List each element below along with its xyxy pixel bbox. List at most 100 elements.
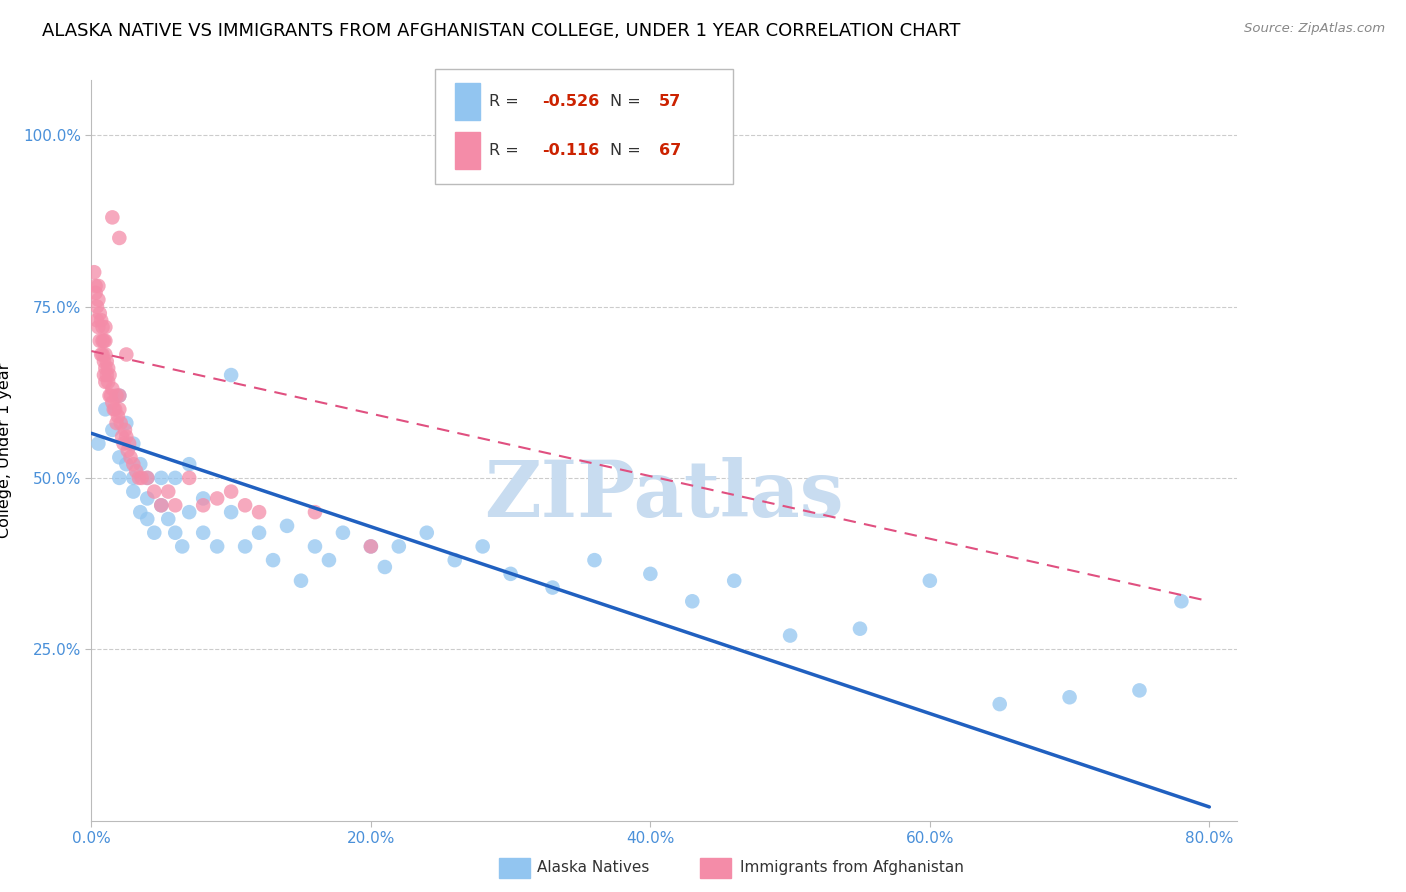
Point (318, 553, 340, 567)
Point (89, 306, 111, 320)
Point (128, 471, 150, 485)
Point (1170, 594, 1192, 608)
Point (115, 416, 138, 430)
Point (108, 389, 131, 403)
Point (87, 436, 110, 450)
Point (193, 525, 215, 540)
Point (108, 471, 131, 485)
Point (165, 498, 187, 512)
Point (105, 389, 128, 403)
Point (100, 389, 122, 403)
Point (112, 436, 135, 450)
Point (84, 279, 107, 293)
Point (97, 375, 120, 389)
Point (108, 450, 131, 465)
Point (93, 368, 115, 382)
Point (93, 334, 115, 348)
Point (87, 293, 110, 307)
Point (98, 389, 121, 403)
Point (360, 540, 382, 554)
Point (122, 436, 145, 450)
Point (129, 457, 152, 471)
Point (118, 436, 141, 450)
Point (304, 540, 326, 554)
Point (103, 402, 125, 417)
Point (247, 505, 270, 519)
Point (87, 320, 110, 334)
Point (125, 464, 148, 478)
Point (247, 525, 270, 540)
Point (94, 334, 117, 348)
Point (94, 347, 117, 361)
Point (193, 491, 215, 506)
Point (122, 484, 145, 499)
Point (83, 265, 105, 279)
Point (115, 457, 138, 471)
Text: Alaska Natives: Alaska Natives (537, 861, 650, 875)
Text: R =: R = (489, 143, 524, 158)
Point (233, 498, 256, 512)
Point (108, 231, 131, 245)
Point (107, 409, 129, 424)
Point (96, 354, 118, 368)
Point (104, 402, 127, 417)
Point (193, 498, 215, 512)
Point (89, 334, 111, 348)
Point (98, 368, 121, 382)
Text: R =: R = (489, 94, 524, 109)
Point (374, 560, 396, 574)
Point (115, 347, 138, 361)
Point (101, 395, 124, 409)
Text: 57: 57 (658, 94, 681, 109)
Point (90, 313, 112, 327)
Point (541, 581, 564, 595)
Point (94, 402, 117, 417)
Point (117, 443, 139, 458)
Y-axis label: College, Under 1 year: College, Under 1 year (0, 363, 11, 538)
Text: ALASKA NATIVE VS IMMIGRANTS FROM AFGHANISTAN COLLEGE, UNDER 1 YEAR CORRELATION C: ALASKA NATIVE VS IMMIGRANTS FROM AFGHANI… (42, 22, 960, 40)
Point (388, 540, 411, 554)
FancyBboxPatch shape (454, 82, 479, 120)
Point (108, 389, 131, 403)
Point (150, 498, 173, 512)
Point (122, 457, 145, 471)
Text: -0.526: -0.526 (541, 94, 599, 109)
Point (918, 574, 941, 588)
Point (114, 423, 136, 437)
Point (416, 525, 439, 540)
Point (91, 320, 114, 334)
Point (136, 491, 159, 506)
Point (93, 354, 115, 368)
FancyBboxPatch shape (454, 132, 479, 169)
Point (143, 484, 166, 499)
Point (205, 540, 228, 554)
Point (290, 574, 312, 588)
Point (1128, 683, 1150, 698)
Point (96, 368, 118, 382)
Point (233, 540, 256, 554)
Point (115, 430, 138, 444)
Point (90, 347, 112, 361)
Point (179, 457, 201, 471)
Point (219, 484, 242, 499)
Point (276, 519, 298, 533)
Point (129, 505, 152, 519)
Point (94, 361, 117, 376)
FancyBboxPatch shape (434, 70, 733, 184)
Point (94, 320, 117, 334)
Point (681, 594, 703, 608)
Text: N =: N = (610, 94, 647, 109)
Point (165, 471, 187, 485)
Point (360, 540, 382, 554)
Point (219, 505, 242, 519)
Point (157, 484, 180, 499)
Point (101, 382, 124, 396)
Text: Source: ZipAtlas.com: Source: ZipAtlas.com (1244, 22, 1385, 36)
Point (136, 512, 159, 526)
Point (471, 540, 494, 554)
Point (499, 566, 522, 581)
Point (97, 361, 120, 376)
Point (120, 450, 142, 465)
Point (86, 300, 108, 314)
Point (111, 430, 134, 444)
